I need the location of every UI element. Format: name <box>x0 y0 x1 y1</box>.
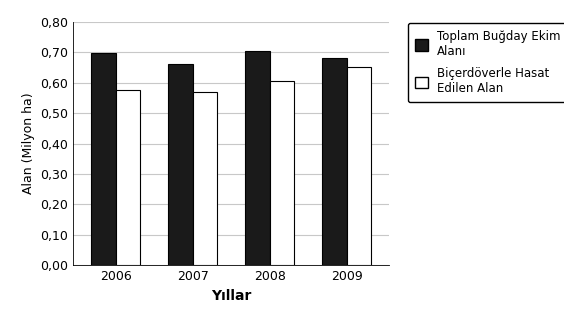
Bar <box>116 90 140 265</box>
Bar <box>322 58 347 265</box>
Bar <box>245 51 270 265</box>
Legend: Toplam Buğday Ekim
Alanı, Biçerdöverle Hasat
Edilen Alan: Toplam Buğday Ekim Alanı, Biçerdöverle H… <box>408 23 564 102</box>
Bar <box>270 80 294 265</box>
Bar <box>168 64 193 265</box>
Bar <box>193 91 217 265</box>
Y-axis label: Alan (Milyon ha): Alan (Milyon ha) <box>22 93 35 194</box>
X-axis label: Yıllar: Yıllar <box>211 289 252 303</box>
Bar <box>347 67 372 265</box>
Bar <box>91 53 116 265</box>
